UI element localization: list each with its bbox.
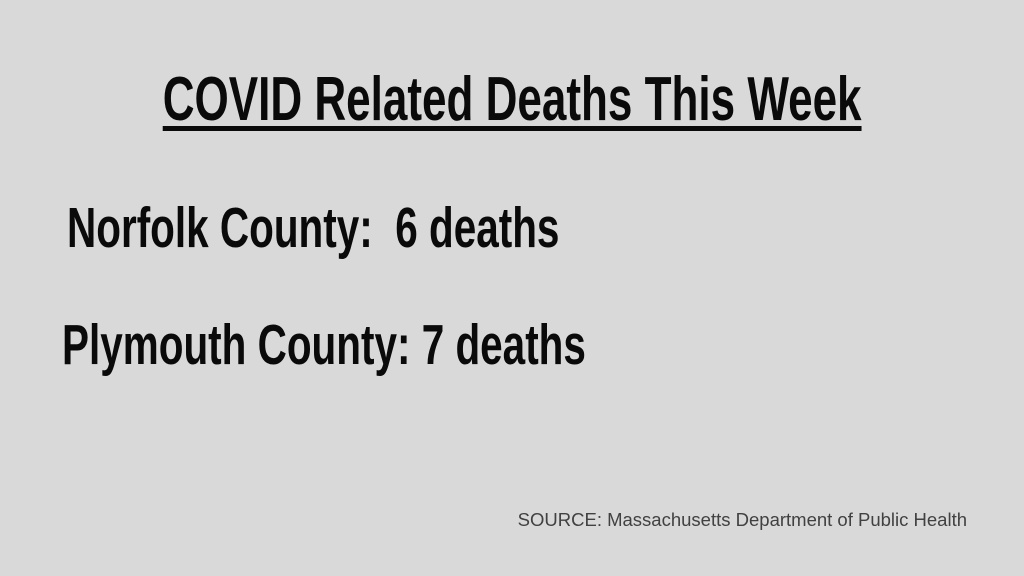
stat-line-plymouth: Plymouth County: 7 deaths <box>62 313 586 377</box>
source-attribution: SOURCE: Massachusetts Department of Publ… <box>517 509 967 530</box>
page-title: COVID Related Deaths This Week <box>162 65 862 134</box>
stat-line-norfolk: Norfolk County: 6 deaths <box>67 196 560 260</box>
title-row: COVID Related Deaths This Week <box>0 69 1024 131</box>
